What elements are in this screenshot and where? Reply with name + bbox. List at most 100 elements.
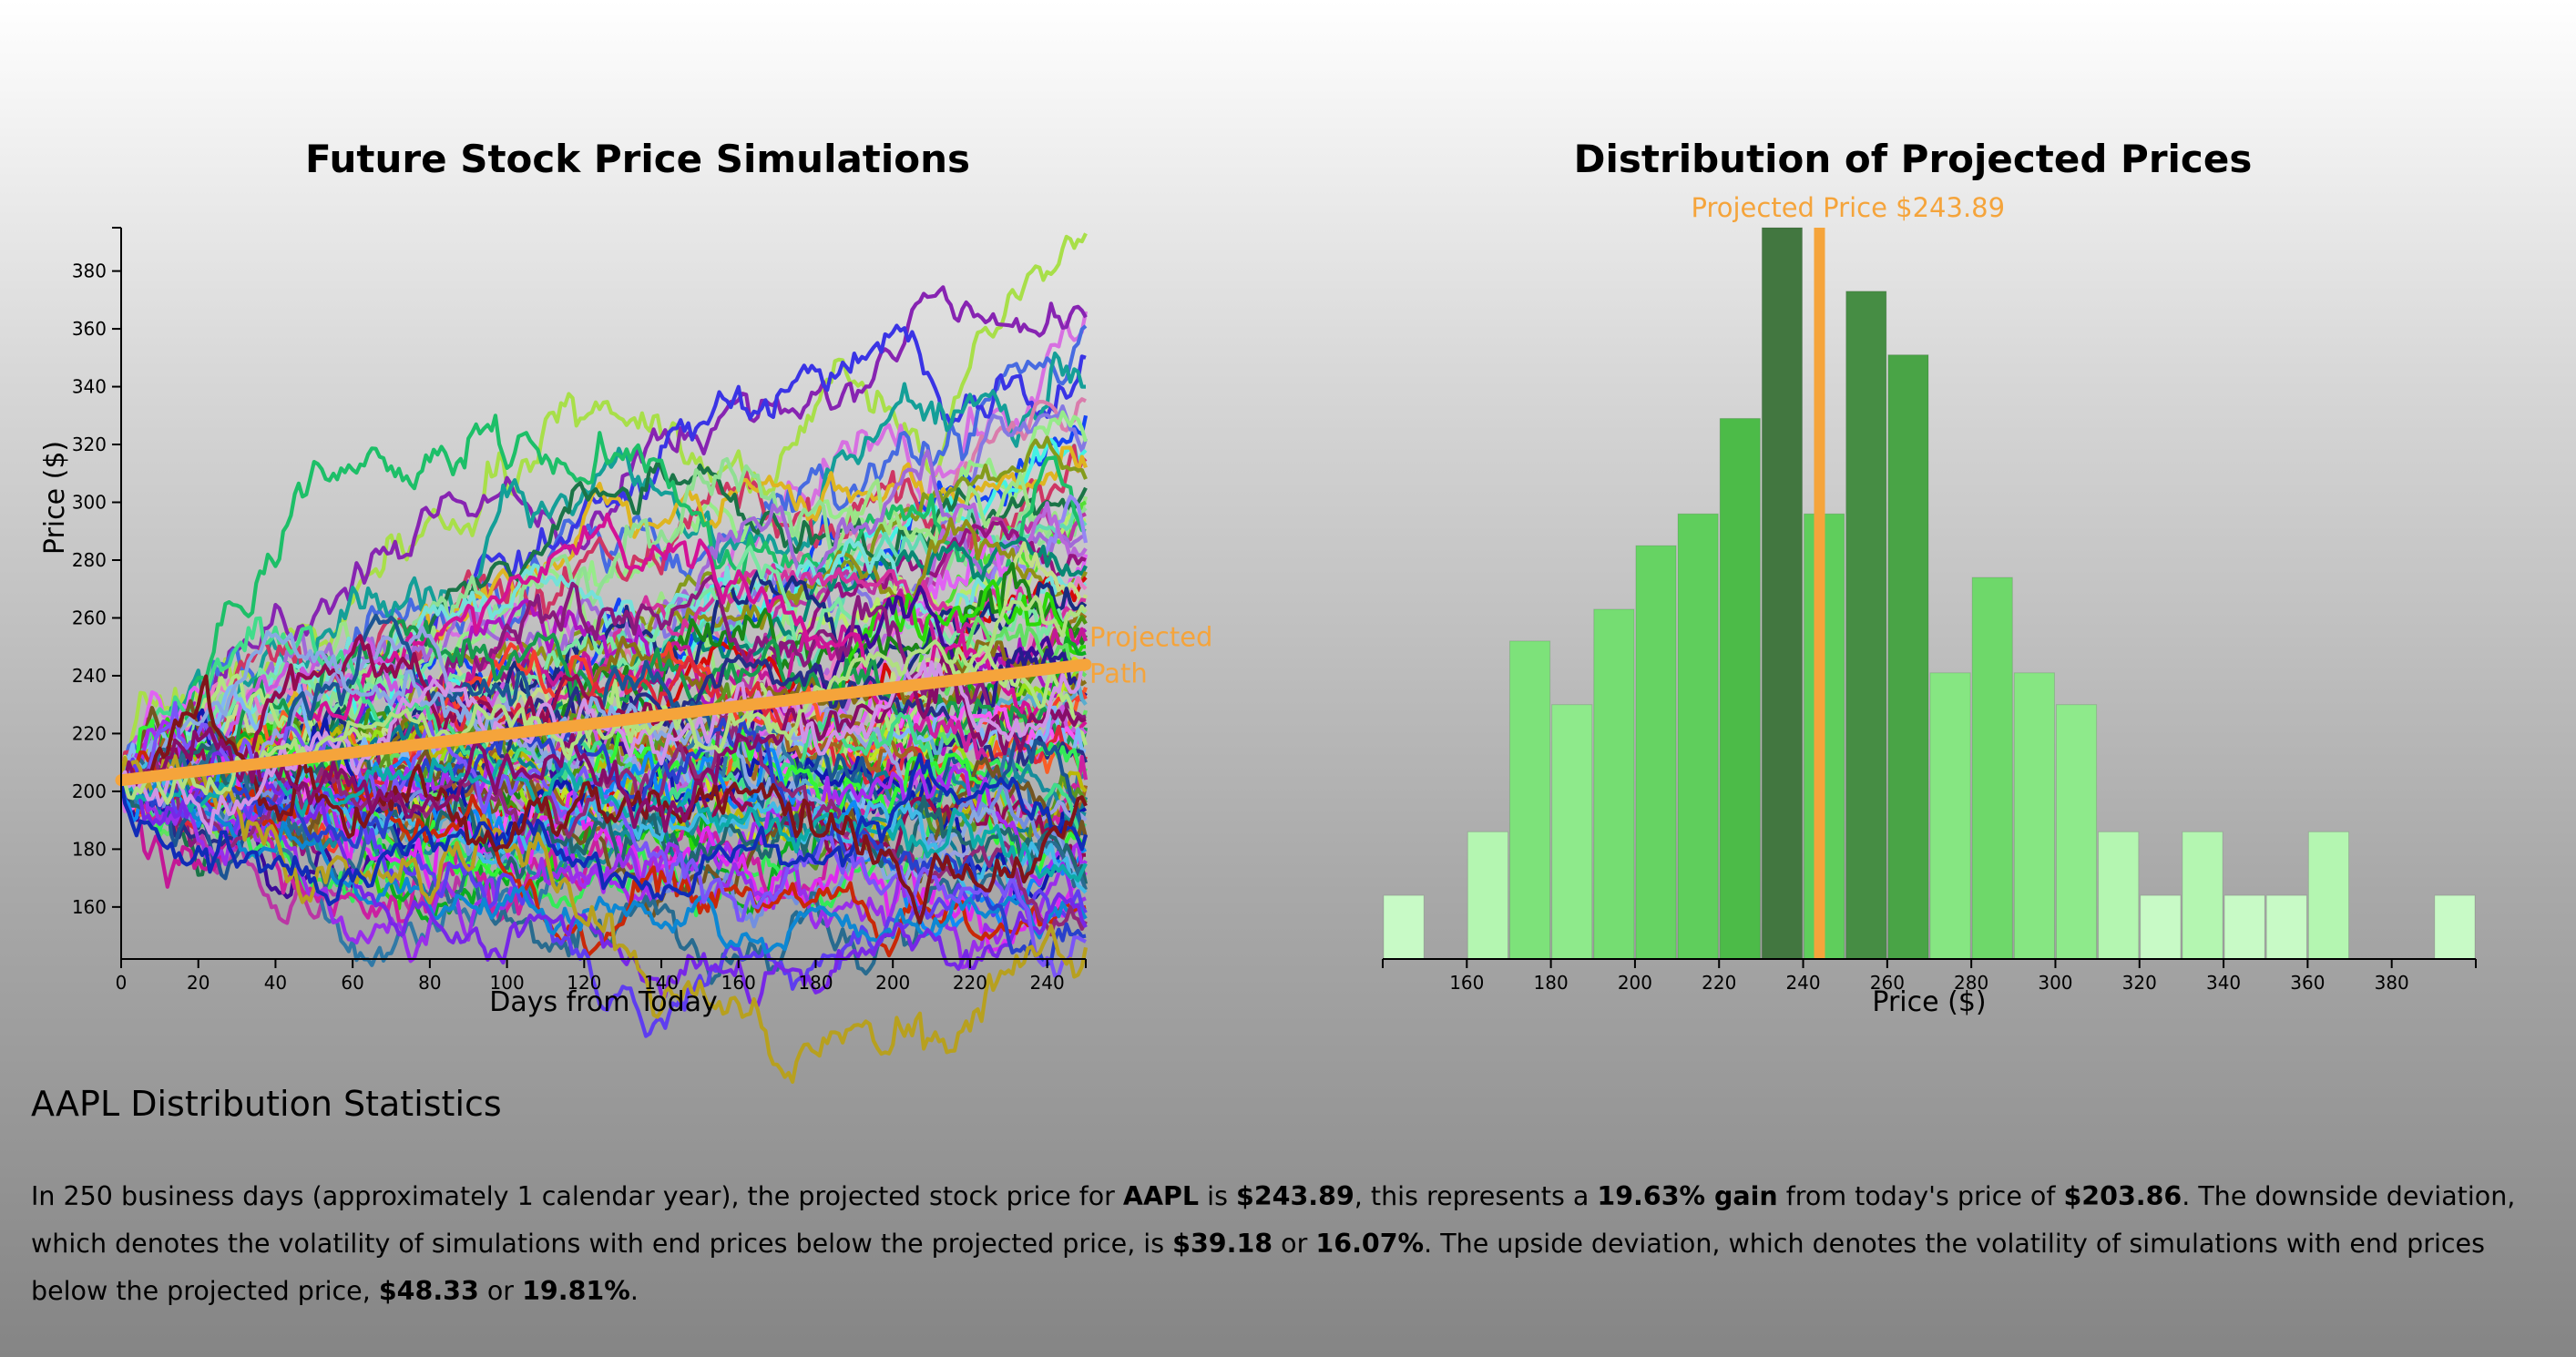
stats-text: . The upside deviation, which denotes th… bbox=[31, 1229, 2485, 1306]
stats-current-price: $203.86 bbox=[2063, 1181, 2182, 1211]
simulation-chart-title: Future Stock Price Simulations bbox=[304, 137, 971, 181]
stats-paragraph: In 250 business days (approximately 1 ca… bbox=[31, 1173, 2554, 1315]
x-tick-label: 320 bbox=[2122, 972, 2157, 994]
histogram-bar bbox=[1929, 672, 1971, 960]
y-tick-label: 180 bbox=[72, 838, 107, 860]
x-tick-label: 160 bbox=[1449, 972, 1484, 994]
histogram-bar bbox=[2055, 704, 2098, 960]
x-tick-label: 280 bbox=[1954, 972, 1988, 994]
x-axis-label: Price ($) bbox=[1872, 986, 1986, 1018]
stats-title: AAPL Distribution Statistics bbox=[31, 1084, 502, 1124]
simulation-chart: Future Stock Price Simulations Projected… bbox=[36, 128, 1239, 1084]
x-tick-label: 240 bbox=[1030, 972, 1065, 994]
histogram-bar bbox=[2265, 894, 2307, 960]
simulation-path bbox=[118, 413, 1087, 785]
projected-path-label: Path bbox=[1089, 658, 1148, 689]
histogram-bar bbox=[1719, 417, 1761, 960]
x-tick-label: 180 bbox=[1534, 972, 1569, 994]
stats-text: , this represents a bbox=[1354, 1181, 1598, 1211]
x-tick-label: 200 bbox=[1618, 972, 1652, 994]
histogram-bar bbox=[1761, 227, 1804, 960]
histogram-chart: Distribution of Projected Prices Project… bbox=[1321, 128, 2505, 1029]
histogram-bar bbox=[1508, 640, 1551, 960]
simulation-path bbox=[119, 351, 1086, 792]
y-tick-label: 320 bbox=[72, 434, 107, 455]
histogram-bar bbox=[1383, 894, 1425, 960]
x-tick-label: 200 bbox=[875, 972, 910, 994]
stats-gain: 19.63% gain bbox=[1597, 1181, 1778, 1211]
histogram-bar bbox=[2013, 672, 2055, 960]
stats-projected-price: $243.89 bbox=[1235, 1181, 1354, 1211]
x-tick-label: 100 bbox=[490, 972, 525, 994]
simulation-path bbox=[118, 444, 1088, 785]
x-tick-label: 240 bbox=[1785, 972, 1820, 994]
stats-text: from today's price of bbox=[1777, 1181, 2064, 1211]
stats-text: or bbox=[478, 1276, 523, 1306]
x-tick-label: 20 bbox=[187, 972, 210, 994]
histogram-bar bbox=[1635, 545, 1677, 960]
x-tick-label: 380 bbox=[2375, 972, 2409, 994]
x-tick-label: 180 bbox=[798, 972, 833, 994]
histogram-plot: Projected Price $243.89 160 180 200 220 240 26… bbox=[1382, 192, 2477, 1018]
histogram-bar bbox=[1971, 576, 2013, 960]
projected-price-label: Projected Price $243.89 bbox=[1691, 192, 2005, 223]
simulation-path bbox=[118, 754, 1089, 1084]
histogram-bar bbox=[1551, 704, 1593, 960]
stats-ticker: AAPL bbox=[1122, 1181, 1200, 1211]
x-tick-label: 140 bbox=[644, 972, 679, 994]
x-tick-label: 0 bbox=[116, 972, 128, 994]
stats-text: In 250 business days (approximately 1 ca… bbox=[31, 1181, 1123, 1211]
y-tick-label: 380 bbox=[72, 260, 107, 282]
x-tick-label: 300 bbox=[2038, 972, 2072, 994]
y-tick-label: 280 bbox=[72, 549, 107, 571]
simulation-path bbox=[120, 744, 1088, 1008]
stats-upside-pct: 19.81% bbox=[522, 1276, 630, 1306]
y-tick-label: 200 bbox=[72, 781, 107, 802]
histogram-bars bbox=[1383, 227, 2476, 960]
x-tick-label: 40 bbox=[264, 972, 287, 994]
y-axis-label: Price ($) bbox=[39, 441, 71, 555]
projected-path-line bbox=[115, 658, 1092, 787]
x-tick-label: 360 bbox=[2290, 972, 2325, 994]
y-tick-label: 300 bbox=[72, 492, 107, 514]
x-tick-label: 120 bbox=[567, 972, 601, 994]
stats-text: or bbox=[1273, 1229, 1316, 1259]
simulation-path bbox=[119, 285, 1088, 786]
x-tick-label: 340 bbox=[2206, 972, 2241, 994]
y-tick-label: 240 bbox=[72, 665, 107, 687]
y-tick-label: 340 bbox=[72, 376, 107, 398]
histogram-bar bbox=[2223, 894, 2265, 960]
projected-path-label: Projected bbox=[1089, 622, 1212, 653]
histogram-bar bbox=[1467, 831, 1508, 960]
x-tick-label: 160 bbox=[721, 972, 756, 994]
y-tick-label: 360 bbox=[72, 318, 107, 340]
stats-text: . The downside deviation, which denotes … bbox=[31, 1181, 2516, 1259]
y-tick-label: 260 bbox=[72, 607, 107, 628]
stats-upside-dollars: $48.33 bbox=[378, 1276, 479, 1306]
histogram-bar bbox=[2307, 831, 2350, 960]
histogram-bar bbox=[2434, 894, 2476, 960]
histogram-bar bbox=[1677, 513, 1719, 960]
histogram-bar bbox=[1887, 354, 1929, 960]
stats-downside-dollars: $39.18 bbox=[1172, 1229, 1273, 1259]
simulation-path bbox=[118, 752, 1089, 906]
histogram-bar bbox=[1845, 291, 1887, 960]
histogram-bar bbox=[1593, 608, 1635, 960]
stats-downside-pct: 16.07% bbox=[1315, 1229, 1425, 1259]
histogram-chart-title: Distribution of Projected Prices bbox=[1573, 137, 2253, 181]
stats-text: . bbox=[629, 1276, 639, 1306]
simulation-path bbox=[120, 655, 1087, 833]
x-tick-label: 220 bbox=[1702, 972, 1736, 994]
simulation-path bbox=[120, 674, 1088, 924]
x-tick-label: 260 bbox=[1870, 972, 1905, 994]
simulation-path bbox=[119, 595, 1088, 805]
simulation-path bbox=[119, 757, 1088, 883]
stats-text: is bbox=[1199, 1181, 1236, 1211]
y-tick-label: 160 bbox=[72, 896, 107, 918]
y-tick-label: 220 bbox=[72, 722, 107, 744]
histogram-bar bbox=[2098, 831, 2140, 960]
simulation-lines bbox=[118, 232, 1089, 1084]
x-tick-label: 60 bbox=[341, 972, 363, 994]
histogram-bar bbox=[2140, 894, 2182, 960]
simulation-plot: ProjectedPath160180200220240260280300320… bbox=[39, 227, 1212, 1084]
